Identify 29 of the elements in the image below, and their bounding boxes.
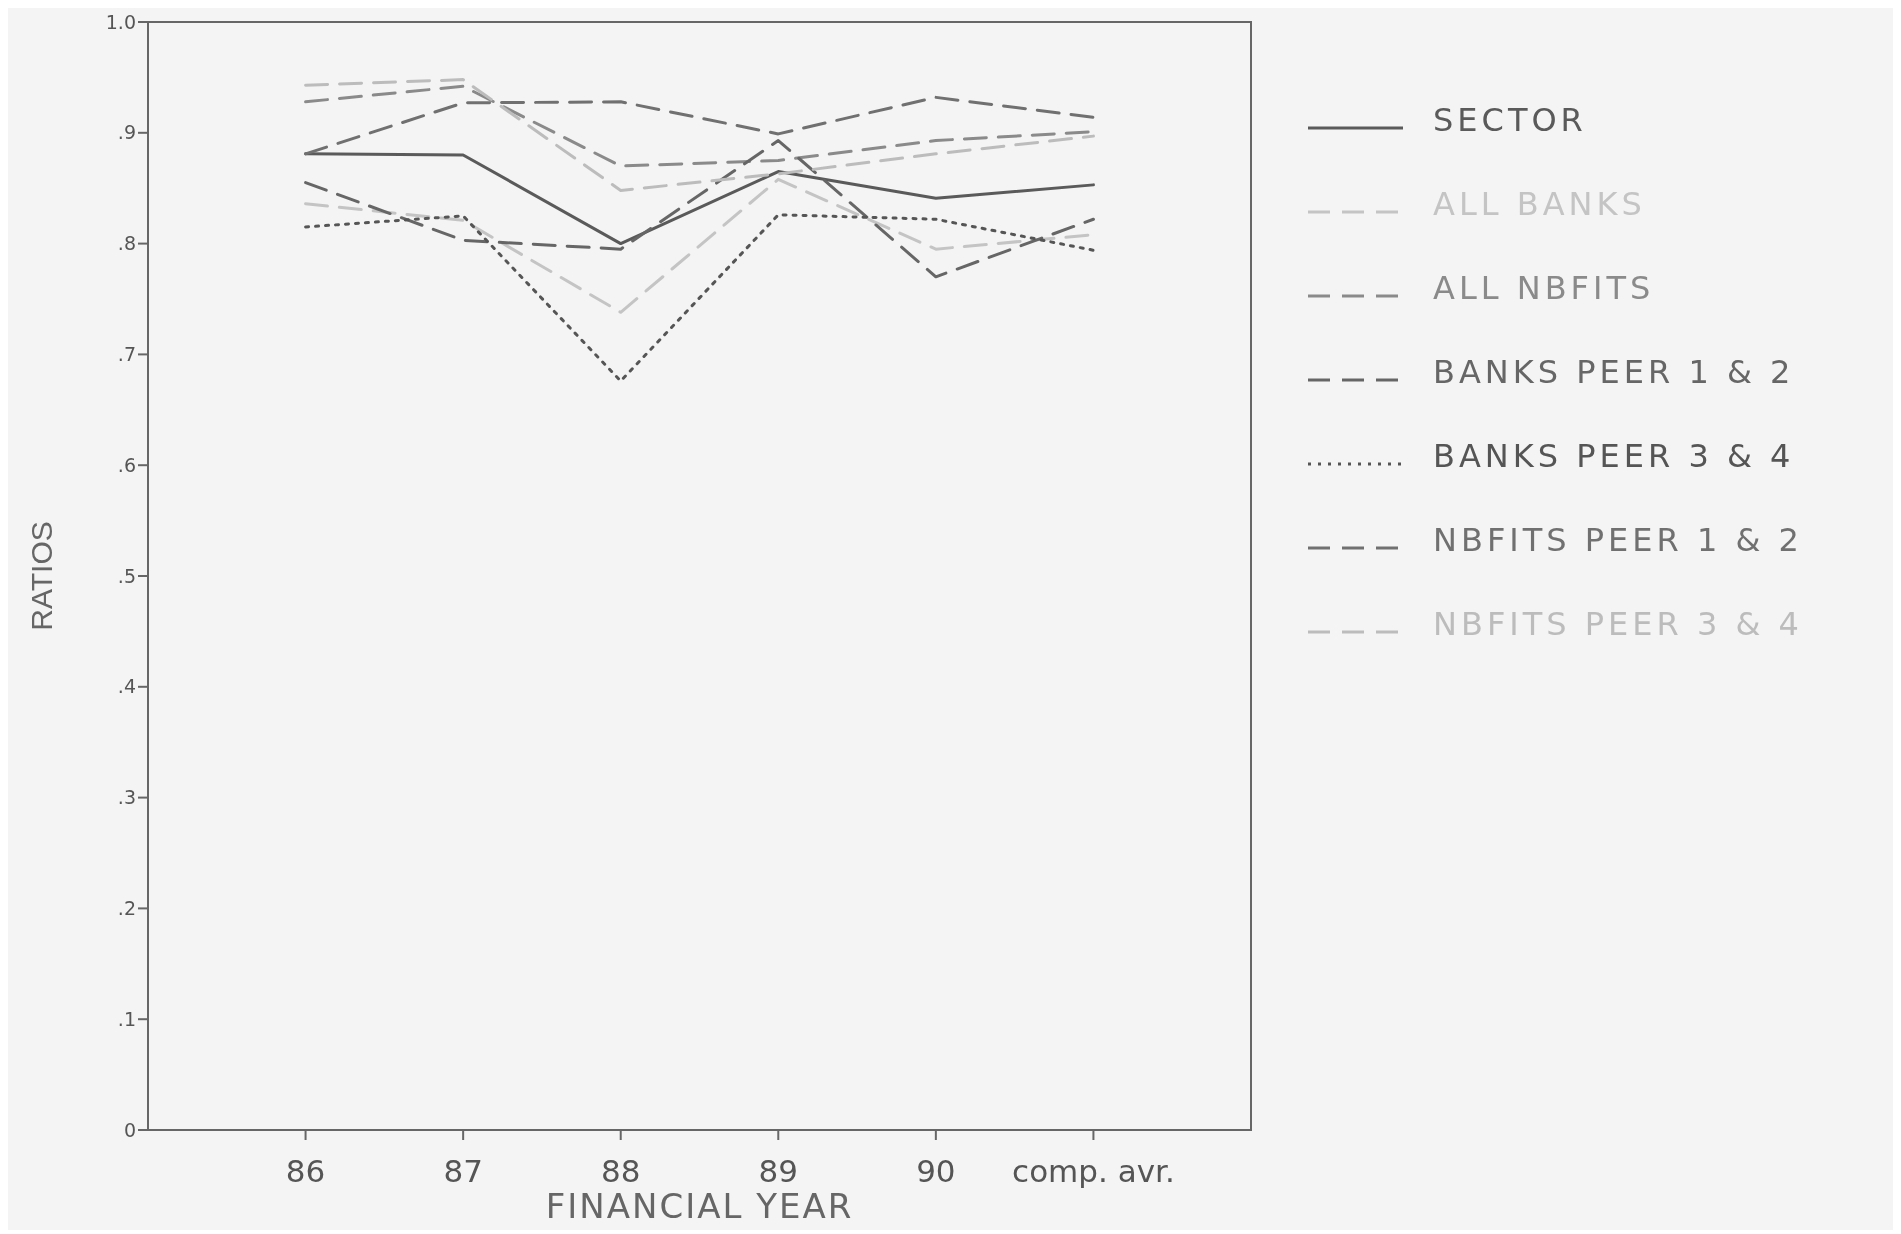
legend-label: ALL NBFITS [1433,269,1655,308]
y-tick-label: .8 [117,232,136,255]
legend-label: NBFITS PEER 1 & 2 [1433,521,1803,560]
y-tick-label: .3 [117,786,136,809]
line-series [304,78,1095,192]
line-series [304,213,1095,383]
x-tick-label: 86 [285,1153,326,1189]
legend-label: BANKS PEER 3 & 4 [1433,437,1795,476]
line-series [304,139,1095,279]
y-tick-label: .4 [117,675,136,698]
x-tick-label: 88 [600,1153,641,1189]
y-tick-label: .2 [117,897,136,920]
x-tick-label: 89 [758,1153,799,1189]
y-axis-title: RATIOS [25,521,58,631]
y-tick-label: 0 [123,1118,136,1141]
y-tick-label: .9 [117,121,136,144]
legend-label: NBFITS PEER 3 & 4 [1433,605,1803,644]
x-tick-label: 90 [916,1153,956,1189]
x-axis-title: FINANCIAL YEAR [545,1186,854,1226]
y-tick-label: 1.0 [105,10,136,33]
y-tick-label: .5 [117,564,136,587]
x-tick-label: 87 [443,1153,483,1189]
y-tick-label: .1 [117,1007,136,1030]
legend-label: BANKS PEER 1 & 2 [1433,353,1795,392]
line-series [304,95,1095,156]
y-tick-label: .7 [117,343,136,366]
legend-label: SECTOR [1433,101,1587,140]
x-tick-label: comp. avr. [1012,1153,1175,1189]
y-tick-label: .6 [117,453,136,476]
